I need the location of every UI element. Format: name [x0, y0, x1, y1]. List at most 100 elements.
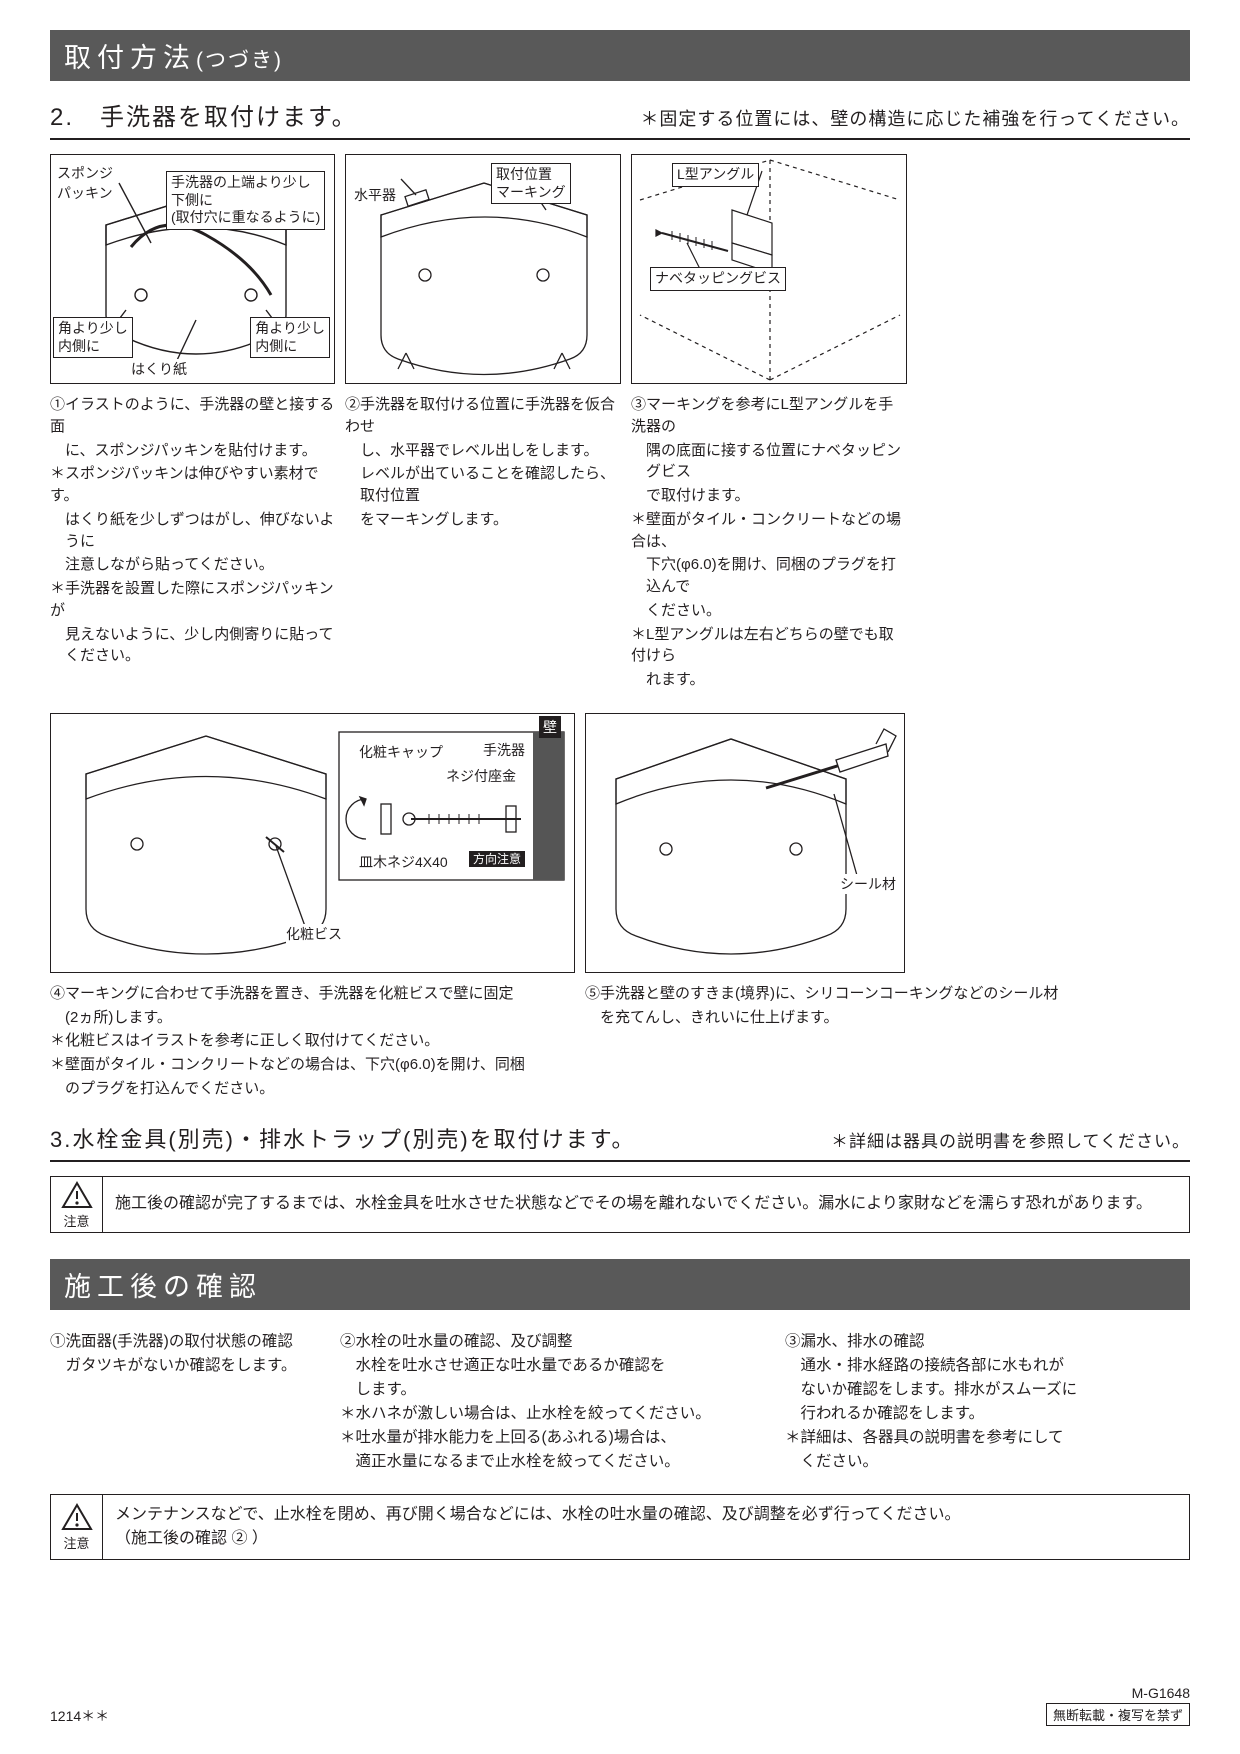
- label-direction: 方向注意: [469, 850, 525, 868]
- d2l2: し、水平器でレベル出しをします。: [345, 440, 621, 462]
- c3l2: 通水・排水経路の接続各部に水もれが: [785, 1354, 1190, 1378]
- d3l1: ③マーキングを参考にL型アングルを手洗器の: [631, 394, 907, 438]
- label-wall: 壁: [539, 716, 561, 738]
- caution-icon-1: 注意: [51, 1177, 103, 1232]
- caution-text-2: メンテナンスなどで、止水栓を閉め、再び開く場合などには、水栓の吐水量の確認、及び…: [103, 1495, 972, 1559]
- c3l3: ないか確認をします。排水がスムーズに: [785, 1378, 1190, 1402]
- label-marking: 取付位置 マーキング: [491, 163, 571, 204]
- d2l3: レベルが出ていることを確認したら、取付位置: [345, 463, 621, 507]
- step3-title: 3.水栓金具(別売)・排水トラップ(別売)を取付けます。: [50, 1122, 635, 1154]
- desc-2: ②手洗器を取付ける位置に手洗器を仮合わせ し、水平器でレベル出しをします。 レベ…: [345, 394, 621, 693]
- c2l3: します。: [340, 1378, 745, 1402]
- label-corner-left: 角より少し 内側に: [53, 317, 133, 358]
- warning-icon: [61, 1503, 93, 1531]
- figure-4: 化粧キャップ ネジ付座金 手洗器 壁 皿木ネジ4X40 方向注意 化粧ビス: [50, 713, 575, 973]
- label-corner-right: 角より少し 内側に: [250, 317, 330, 358]
- desc-1: ①イラストのように、手洗器の壁と接する面 に、スポンジパッキンを貼付けます。 ＊…: [50, 394, 335, 693]
- check-col-1: ①洗面器(手洗器)の取付状態の確認 ガタツキがないか確認をします。: [50, 1330, 300, 1474]
- label-tapping-screw: ナベタッピングビス: [650, 267, 786, 291]
- figure-5-svg: [586, 714, 906, 974]
- d4l5: のプラグを打込んでください。: [50, 1078, 575, 1100]
- caution-label-2: 注意: [63, 1533, 89, 1552]
- figure-2: 水平器 取付位置 マーキング: [345, 154, 621, 384]
- ca2l1: メンテナンスなどで、止水栓を閉め、再び開く場合などには、水栓の吐水量の確認、及び…: [115, 1503, 960, 1527]
- d1l2: に、スポンジパッキンを貼付けます。: [50, 440, 335, 462]
- d4l3: ＊化粧ビスはイラストを参考に正しく取付けてください。: [50, 1030, 575, 1052]
- d3l2: 隅の底面に接する位置にナベタッピングビス: [631, 440, 907, 484]
- d1l4: はくり紙を少しずつはがし、伸びないように: [50, 509, 335, 553]
- label-level: 水平器: [354, 185, 396, 205]
- desc-row-1: ①イラストのように、手洗器の壁と接する面 に、スポンジパッキンを貼付けます。 ＊…: [50, 394, 1190, 693]
- c3l6: ください。: [785, 1450, 1190, 1474]
- label-peel-paper: はくり紙: [131, 359, 187, 379]
- d4l4: ＊壁面がタイル・コンクリートなどの場合は、下穴(φ6.0)を開け、同梱: [50, 1054, 575, 1076]
- d1l1: ①イラストのように、手洗器の壁と接する面: [50, 394, 335, 438]
- d5l2: を充てんし、きれいに仕上げます。: [585, 1007, 1190, 1029]
- label-cap: 化粧キャップ: [359, 742, 443, 762]
- section-title-2: 施工後の確認: [64, 1272, 262, 1302]
- label-washer: ネジ付座金: [446, 766, 516, 786]
- ca2l2: （施工後の確認 ② ）: [115, 1527, 960, 1551]
- c2l1: ②水栓の吐水量の確認、及び調整: [340, 1330, 745, 1354]
- label-upper-edge: 手洗器の上端より少し 下側に (取付穴に重なるように): [166, 171, 325, 230]
- check-col-3: ③漏水、排水の確認 通水・排水経路の接続各部に水もれが ないか確認をします。排水…: [785, 1330, 1190, 1474]
- d4l1: ④マーキングに合わせて手洗器を置き、手洗器を化粧ビスで壁に固定: [50, 983, 575, 1005]
- d5l1: ⑤手洗器と壁のすきま(境界)に、シリコーンコーキングなどのシール材: [585, 983, 1190, 1005]
- c1l2: ガタツキがないか確認をします。: [50, 1354, 300, 1378]
- c2l2: 水栓を吐水させ適正な吐水量であるか確認を: [340, 1354, 745, 1378]
- step3-note: ＊詳細は器具の説明書を参照してください。: [831, 1127, 1190, 1152]
- d3l8: れます。: [631, 669, 907, 691]
- step2-header: 2. 手洗器を取付けます。 ＊固定する位置には、壁の構造に応じた補強を行ってくだ…: [50, 97, 1190, 140]
- footer-copyright: 無断転載・複写を禁ず: [1046, 1703, 1190, 1726]
- section-subtitle: (つづき): [196, 49, 283, 72]
- caution-box-2: 注意 メンテナンスなどで、止水栓を閉め、再び開く場合などには、水栓の吐水量の確認…: [50, 1494, 1190, 1560]
- step3-header: 3.水栓金具(別売)・排水トラップ(別売)を取付けます。 ＊詳細は器具の説明書を…: [50, 1122, 1190, 1162]
- label-wood-screw: 皿木ネジ4X40: [359, 852, 448, 872]
- d1l3: ＊スポンジパッキンは伸びやすい素材です。: [50, 463, 335, 507]
- desc-5: ⑤手洗器と壁のすきま(境界)に、シリコーンコーキングなどのシール材 を充てんし、…: [585, 983, 1190, 1102]
- step2-note: ＊固定する位置には、壁の構造に応じた補強を行ってください。: [640, 105, 1190, 131]
- check-col-2: ②水栓の吐水量の確認、及び調整 水栓を吐水させ適正な吐水量であるか確認を します…: [340, 1330, 745, 1474]
- label-sponge: スポンジ パッキン: [57, 163, 113, 203]
- section-title: 取付方法: [64, 43, 196, 73]
- caution-icon-2: 注意: [51, 1495, 103, 1559]
- c2l6: 適正水量になるまで止水栓を絞ってください。: [340, 1450, 745, 1474]
- label-basin: 手洗器: [483, 740, 525, 760]
- d1l7: 見えないように、少し内側寄りに貼ってください。: [50, 624, 335, 668]
- c3l1: ③漏水、排水の確認: [785, 1330, 1190, 1354]
- check-columns: ①洗面器(手洗器)の取付状態の確認 ガタツキがないか確認をします。 ②水栓の吐水…: [50, 1330, 1190, 1474]
- figure-5: シール材: [585, 713, 905, 973]
- section-header-install: 取付方法(つづき): [50, 30, 1190, 81]
- d3l7: ＊L型アングルは左右どちらの壁でも取付けら: [631, 624, 907, 668]
- footer-right: M-G1648 無断転載・複写を禁ず: [1046, 1685, 1190, 1726]
- caution-box-1: 注意 施工後の確認が完了するまでは、水栓金具を吐水させた状態などでその場を離れな…: [50, 1176, 1190, 1233]
- c3l4: 行われるか確認をします。: [785, 1402, 1190, 1426]
- c1l1: ①洗面器(手洗器)の取付状態の確認: [50, 1330, 300, 1354]
- d2l1: ②手洗器を取付ける位置に手洗器を仮合わせ: [345, 394, 621, 438]
- footer-code: M-G1648: [1046, 1685, 1190, 1701]
- label-seal: シール材: [840, 874, 896, 894]
- label-l-angle: L型アングル: [672, 163, 759, 187]
- footer-left: 1214＊＊: [50, 1706, 109, 1726]
- label-decorative-screw: 化粧ビス: [286, 924, 342, 944]
- c2l5: ＊吐水量が排水能力を上回る(あふれる)場合は、: [340, 1426, 745, 1450]
- d3l4: ＊壁面がタイル・コンクリートなどの場合は、: [631, 509, 907, 553]
- c2l4: ＊水ハネが激しい場合は、止水栓を絞ってください。: [340, 1402, 745, 1426]
- d4l2: (2ヵ所)します。: [50, 1007, 575, 1029]
- step2-title: 2. 手洗器を取付けます。: [50, 97, 358, 132]
- c3l5: ＊詳細は、各器具の説明書を参考にして: [785, 1426, 1190, 1450]
- d3l5: 下穴(φ6.0)を開け、同梱のプラグを打込んで: [631, 554, 907, 598]
- warning-icon: [61, 1181, 93, 1209]
- figure-3: L型アングル ナベタッピングビス: [631, 154, 907, 384]
- d1l5: 注意しながら貼ってください。: [50, 554, 335, 576]
- desc-row-2: ④マーキングに合わせて手洗器を置き、手洗器を化粧ビスで壁に固定 (2ヵ所)します…: [50, 983, 1190, 1102]
- figure-1: スポンジ パッキン 手洗器の上端より少し 下側に (取付穴に重なるように) 角よ…: [50, 154, 335, 384]
- d2l4: をマーキングします。: [345, 509, 621, 531]
- desc-3: ③マーキングを参考にL型アングルを手洗器の 隅の底面に接する位置にナベタッピング…: [631, 394, 907, 693]
- desc-4: ④マーキングに合わせて手洗器を置き、手洗器を化粧ビスで壁に固定 (2ヵ所)します…: [50, 983, 575, 1102]
- d3l6: ください。: [631, 600, 907, 622]
- figure-row-2: 化粧キャップ ネジ付座金 手洗器 壁 皿木ネジ4X40 方向注意 化粧ビス シー…: [50, 713, 1190, 973]
- figure-row-1: スポンジ パッキン 手洗器の上端より少し 下側に (取付穴に重なるように) 角よ…: [50, 154, 1190, 384]
- d3l3: で取付けます。: [631, 485, 907, 507]
- section-header-check: 施工後の確認: [50, 1259, 1190, 1310]
